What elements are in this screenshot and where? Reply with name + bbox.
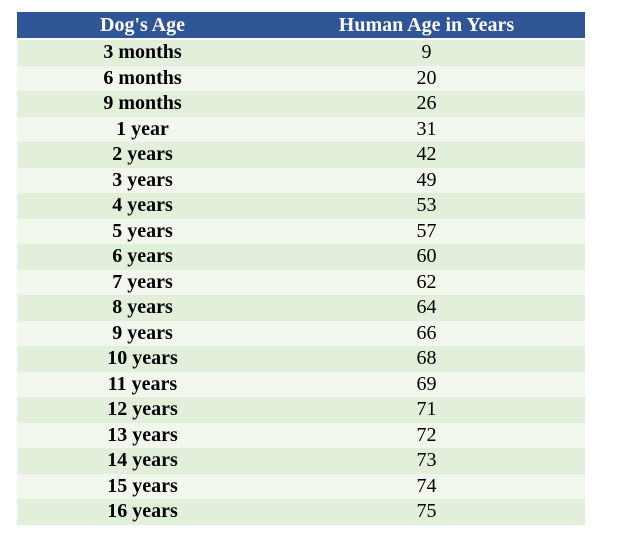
human-age-cell: 20 — [416, 66, 437, 89]
dog-age-cell: 6 years — [112, 245, 173, 268]
table-row: 3 years 49 — [17, 167, 585, 193]
table-row: 14 years 73 — [17, 448, 585, 474]
human-age-cell: 60 — [416, 245, 437, 268]
table-row: 9 months 26 — [17, 91, 585, 117]
table-row: 1 year 31 — [17, 116, 585, 142]
table-row: 6 years 60 — [17, 244, 585, 270]
dog-age-cell: 14 years — [107, 449, 178, 472]
human-age-cell: 9 — [421, 41, 432, 64]
table-row: 5 years 57 — [17, 218, 585, 244]
human-age-cell: 49 — [416, 168, 437, 191]
dog-age-cell: 11 years — [107, 372, 178, 395]
header-cell: Dog's Age — [100, 13, 185, 36]
human-age-cell: 68 — [416, 347, 437, 370]
table-row: 10 years 68 — [17, 346, 585, 372]
human-age-cell: 57 — [416, 219, 437, 242]
dog-age-cell: 3 months — [103, 41, 182, 64]
table-row: 13 years 72 — [17, 422, 585, 448]
table-row: 2 years 42 — [17, 142, 585, 168]
header-cell: Human Age in Years — [338, 13, 515, 36]
human-age-cell: 62 — [416, 270, 437, 293]
table-row: 6 months 20 — [17, 65, 585, 91]
table-row: 7 years 62 — [17, 269, 585, 295]
table-row: 3 months 9 — [17, 40, 585, 66]
table-row: 8 years 64 — [17, 295, 585, 321]
dog-age-cell: 9 years — [112, 321, 173, 344]
dog-age-cell: 15 years — [107, 474, 178, 497]
table-row: 16 years 75 — [17, 499, 585, 525]
dog-age-cell: 2 years — [112, 143, 173, 166]
dog-age-cell: 16 years — [107, 500, 178, 523]
human-age-cell: 75 — [416, 500, 437, 523]
dog-age-cell: 3 years — [112, 168, 173, 191]
dog-age-cell: 7 years — [112, 270, 173, 293]
human-age-cell: 73 — [416, 449, 437, 472]
dog-age-cell: 5 years — [112, 219, 173, 242]
dog-age-cell: 9 months — [103, 92, 182, 115]
dog-age-cell: 4 years — [112, 194, 173, 217]
human-age-cell: 69 — [416, 372, 437, 395]
human-age-cell: 53 — [416, 194, 437, 217]
human-age-cell: 31 — [416, 117, 437, 140]
human-age-cell: 71 — [416, 398, 437, 421]
human-age-cell: 42 — [416, 143, 437, 166]
header-row: Dog's Age Human Age in Years — [17, 12, 585, 38]
dog-age-cell: 10 years — [107, 347, 178, 370]
dog-age-cell: 13 years — [107, 423, 178, 446]
human-age-cell: 66 — [416, 321, 437, 344]
dog-age-cell: 1 year — [116, 117, 169, 140]
human-age-cell: 64 — [416, 296, 437, 319]
dog-age-cell: 8 years — [112, 296, 173, 319]
human-age-cell: 26 — [416, 92, 437, 115]
dog-age-cell: 12 years — [107, 398, 178, 421]
table-row: 12 years 71 — [17, 397, 585, 423]
dog-age-cell: 6 months — [103, 66, 182, 89]
table-row: 15 years 74 — [17, 473, 585, 499]
table-row: 11 years 69 — [17, 371, 585, 397]
table-row: 9 years 66 — [17, 320, 585, 346]
human-age-cell: 74 — [416, 474, 437, 497]
table: Dog's Age Human Age in Years 3 months 9 6 … — [17, 12, 585, 525]
human-age-cell: 72 — [416, 423, 437, 446]
table-row: 4 years 53 — [17, 193, 585, 219]
